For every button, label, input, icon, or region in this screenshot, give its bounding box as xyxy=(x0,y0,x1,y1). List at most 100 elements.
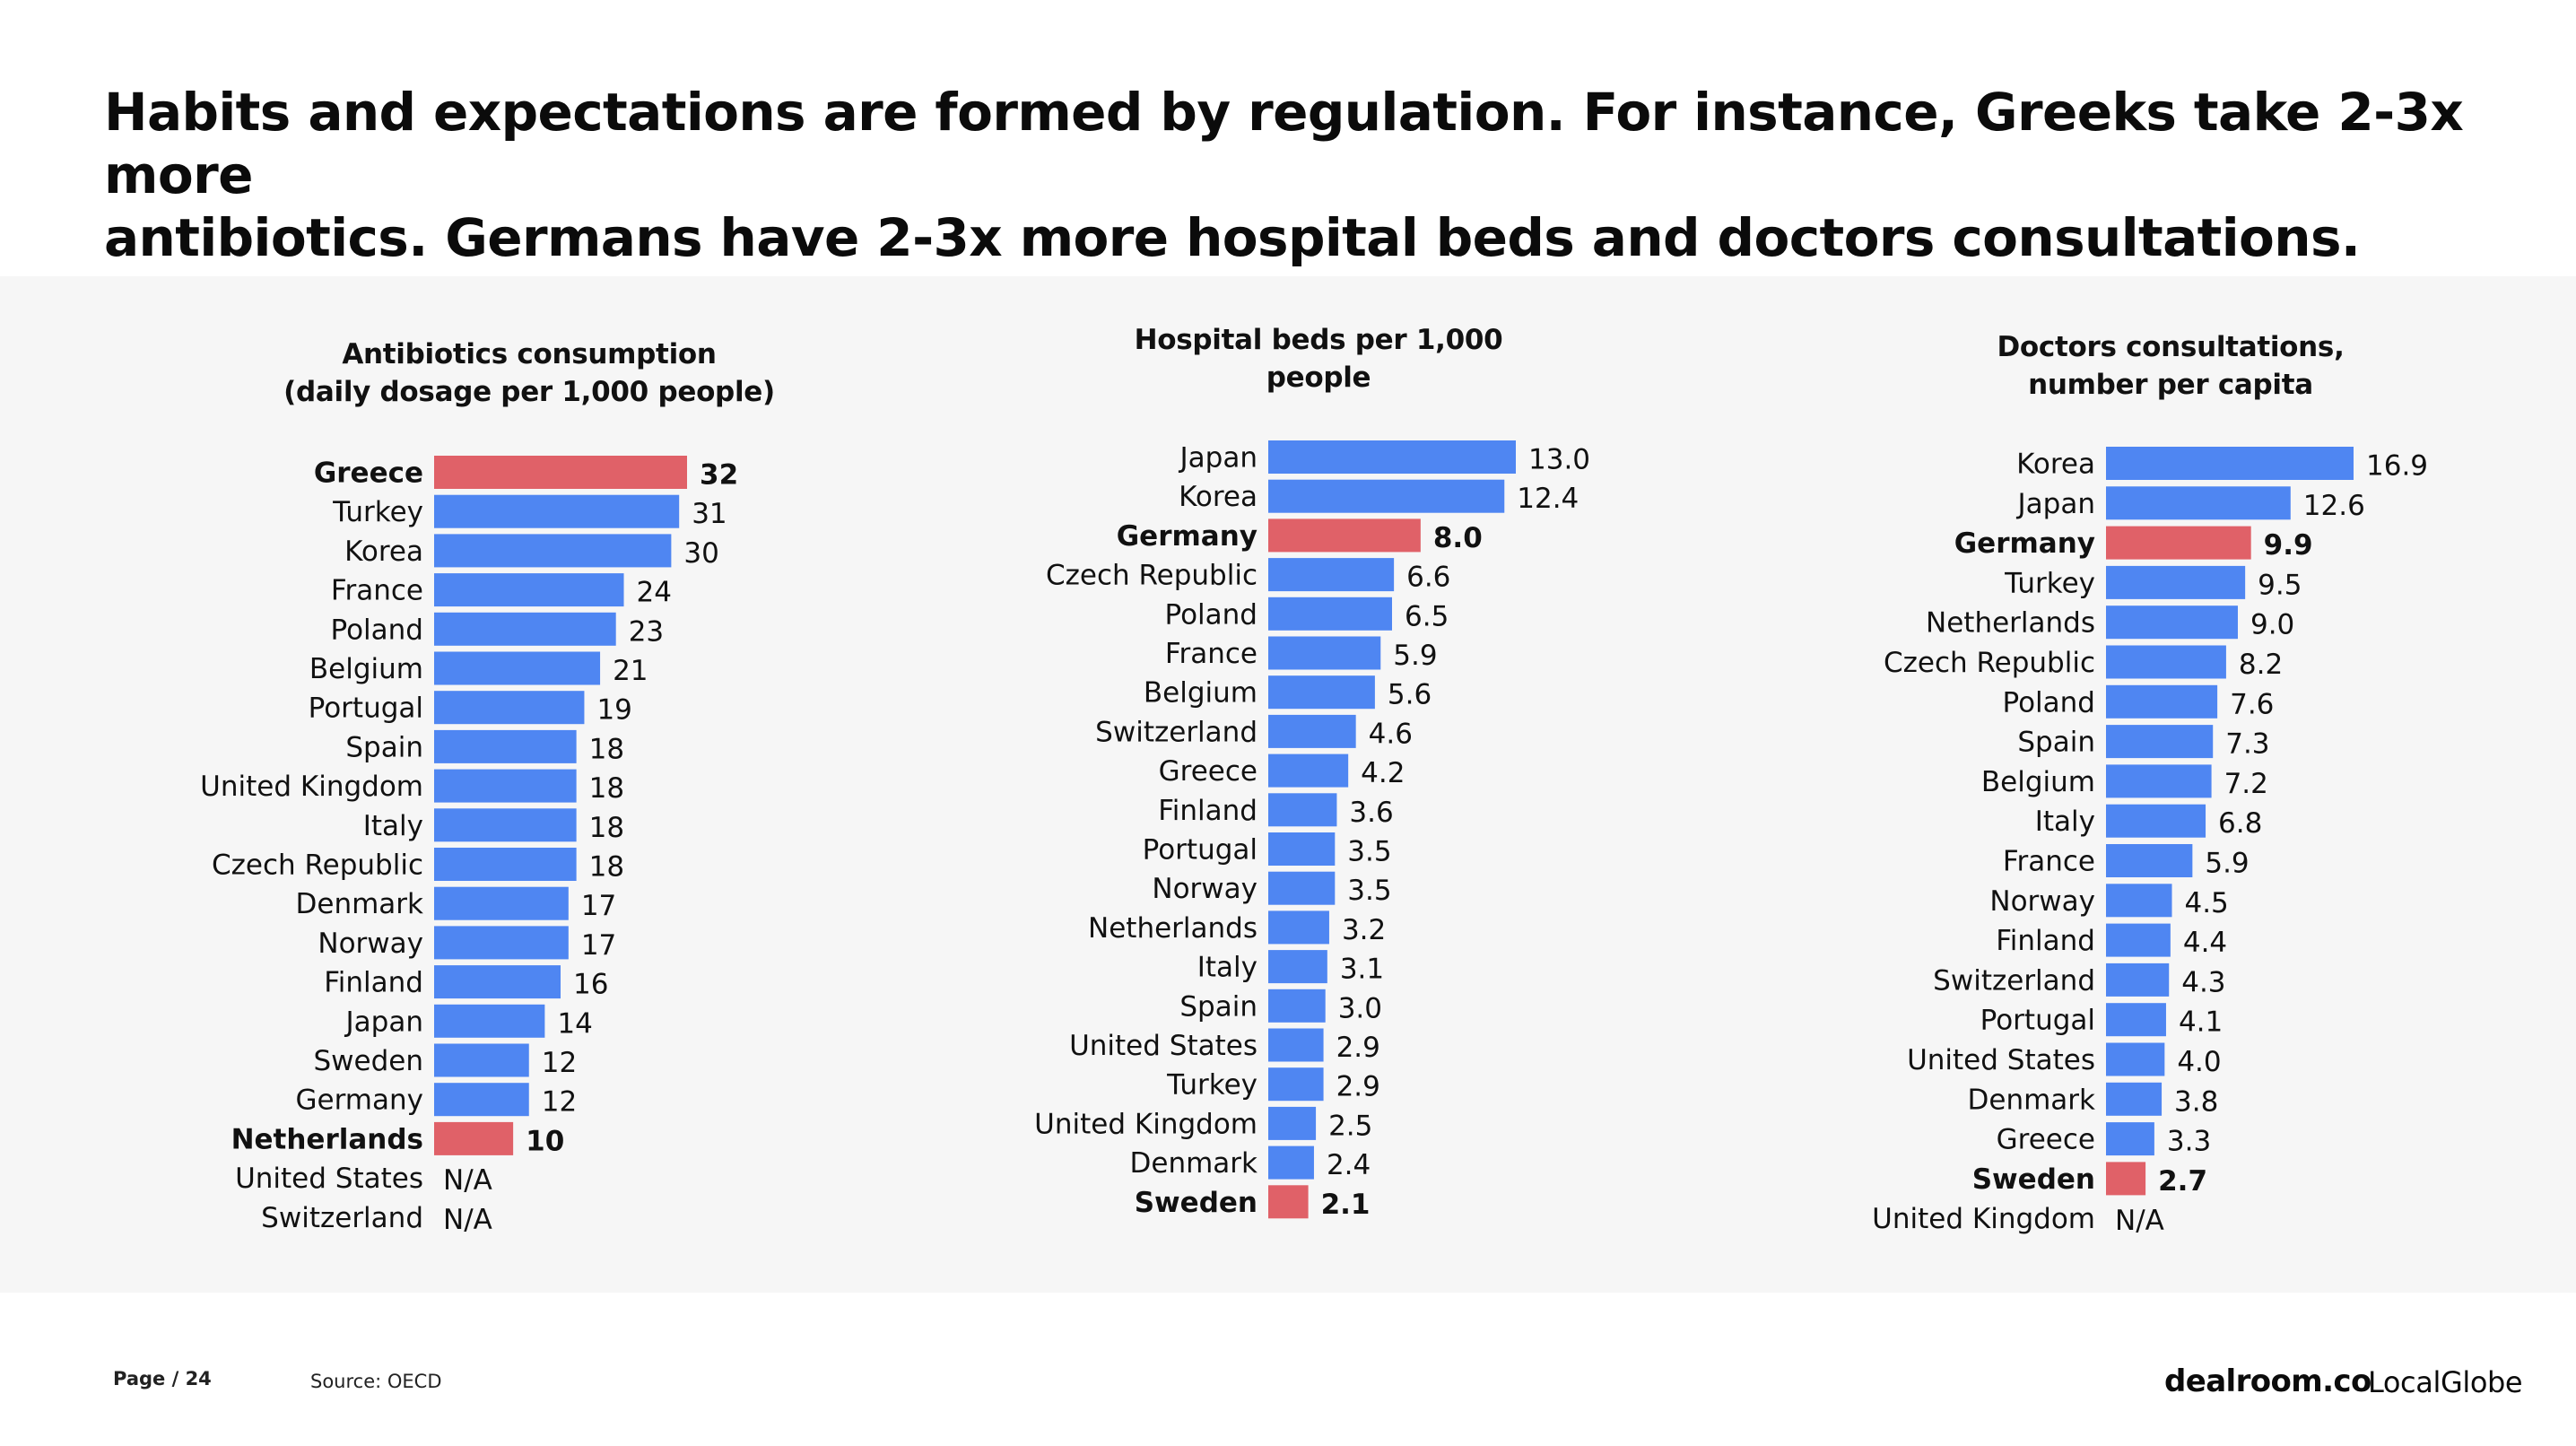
category-label: Spain xyxy=(345,731,423,763)
value-label: 16 xyxy=(573,969,608,1001)
category-label: Switzerland xyxy=(261,1202,423,1234)
bar xyxy=(2106,725,2214,759)
bar xyxy=(1268,1106,1317,1140)
value-label: 30 xyxy=(683,537,718,570)
value-label: 23 xyxy=(629,615,664,648)
value-label: 3.5 xyxy=(1347,836,1391,868)
value-label: 4.5 xyxy=(2184,887,2228,919)
bar xyxy=(434,1004,545,1038)
category-label: Sweden xyxy=(1135,1187,1258,1219)
category-label: Italy xyxy=(363,810,423,842)
value-label: 13.0 xyxy=(1528,444,1590,476)
category-label: Netherlands xyxy=(231,1123,423,1155)
category-label: United States xyxy=(1069,1030,1258,1062)
value-label: N/A xyxy=(443,1204,492,1236)
category-label: Norway xyxy=(1152,873,1258,905)
category-label: Belgium xyxy=(309,653,423,685)
value-label: 12.4 xyxy=(1517,483,1579,515)
bar xyxy=(1268,950,1327,984)
category-label: Germany xyxy=(1117,520,1258,553)
category-label: Spain xyxy=(1179,990,1258,1023)
value-label: 3.3 xyxy=(2167,1126,2211,1158)
value-label: 17 xyxy=(581,929,616,962)
source-note: Source: OECD xyxy=(310,1371,442,1392)
bar xyxy=(1268,910,1329,945)
value-label: 18 xyxy=(589,851,624,884)
bar xyxy=(1268,440,1516,474)
bar xyxy=(434,848,577,881)
bar xyxy=(1268,989,1326,1023)
category-label: Netherlands xyxy=(1088,912,1258,945)
category-label: France xyxy=(2003,846,2095,878)
bar xyxy=(434,965,561,999)
value-label: 14 xyxy=(557,1007,592,1040)
value-label: 9.5 xyxy=(2258,569,2302,601)
category-label: Korea xyxy=(1179,481,1258,513)
category-label: Greece xyxy=(1997,1124,2095,1156)
value-label: 2.4 xyxy=(1327,1149,1371,1181)
bar xyxy=(2106,605,2238,640)
category-label: United Kingdom xyxy=(1034,1108,1258,1140)
antibiotics-chart-title: Antibiotics consumption (daily dosage pe… xyxy=(161,335,897,411)
bar xyxy=(434,1043,529,1077)
bar xyxy=(1268,1185,1309,1219)
bar xyxy=(434,729,577,763)
value-label: 6.6 xyxy=(1406,562,1450,594)
bar xyxy=(1268,832,1336,866)
doctors-consultations-chart-title: Doctors consultations, number per capita xyxy=(1803,328,2538,404)
category-label: Turkey xyxy=(2004,567,2095,599)
category-label: Netherlands xyxy=(1926,607,2095,640)
antibiotics-bars: Greece 32 Turkey 31 Korea 30 France 24 Poland 23 B… xyxy=(200,456,738,1236)
value-label: 2.1 xyxy=(1321,1189,1371,1221)
bar xyxy=(1268,597,1392,631)
bar xyxy=(1268,1028,1324,1062)
value-label: 31 xyxy=(692,498,727,530)
bar xyxy=(2106,1003,2166,1037)
hospital-beds-chart: Hospital beds per 1,000 people Japan 13.0… xyxy=(987,276,1731,1293)
slide-title-line-1: Habits and expectations are formed by re… xyxy=(104,82,2464,205)
category-label: Sweden xyxy=(1972,1163,2095,1196)
bar xyxy=(434,769,577,803)
hospital-beds-bars: Japan 13.0 Korea 12.4 Germany 8.0 Czech Republ… xyxy=(1034,440,1590,1221)
value-label: 6.8 xyxy=(2218,807,2262,840)
category-label: Italy xyxy=(2035,806,2095,838)
bar xyxy=(1268,636,1381,670)
value-label: 10 xyxy=(526,1125,564,1157)
slide-title: Habits and expectations are formed by re… xyxy=(104,81,2490,269)
value-label: 6.5 xyxy=(1405,600,1449,632)
value-label: 4.3 xyxy=(2181,966,2225,998)
value-label: 16.9 xyxy=(2366,450,2428,483)
value-label: 5.6 xyxy=(1388,679,1432,711)
category-label: Poland xyxy=(1165,598,1258,631)
value-label: 4.4 xyxy=(2183,927,2227,959)
bar xyxy=(1268,871,1336,905)
value-label: 9.9 xyxy=(2264,529,2313,562)
bar xyxy=(2106,923,2171,957)
value-label: 3.8 xyxy=(2174,1085,2218,1118)
bar xyxy=(434,651,601,685)
value-label: 4.6 xyxy=(1369,718,1413,750)
value-label: 4.2 xyxy=(1361,757,1405,789)
bar xyxy=(434,573,624,607)
category-label: France xyxy=(1165,638,1258,670)
value-label: 7.2 xyxy=(2224,768,2268,800)
value-label: 12.6 xyxy=(2303,490,2365,522)
bar xyxy=(2106,1122,2154,1156)
category-label: Belgium xyxy=(1981,766,2095,798)
value-label: 4.1 xyxy=(2179,1006,2223,1039)
value-label: 2.9 xyxy=(1336,1032,1380,1064)
category-label: United Kingdom xyxy=(200,771,423,803)
category-label: France xyxy=(331,575,423,607)
bar xyxy=(2106,684,2218,719)
category-label: Switzerland xyxy=(1095,716,1258,748)
page-number: Page / 24 xyxy=(113,1368,212,1389)
slide-title-line-2: antibiotics. Germans have 2-3x more hosp… xyxy=(104,207,2361,268)
antibiotics-chart: Antibiotics consumption (daily dosage pe… xyxy=(161,276,897,1293)
value-label: 7.3 xyxy=(2225,728,2269,761)
bar xyxy=(2106,565,2246,599)
category-label: Korea xyxy=(2016,449,2095,481)
category-label: Denmark xyxy=(1130,1147,1258,1180)
value-label: 3.6 xyxy=(1349,797,1393,829)
value-label: 24 xyxy=(637,577,672,609)
bar xyxy=(2106,884,2172,918)
